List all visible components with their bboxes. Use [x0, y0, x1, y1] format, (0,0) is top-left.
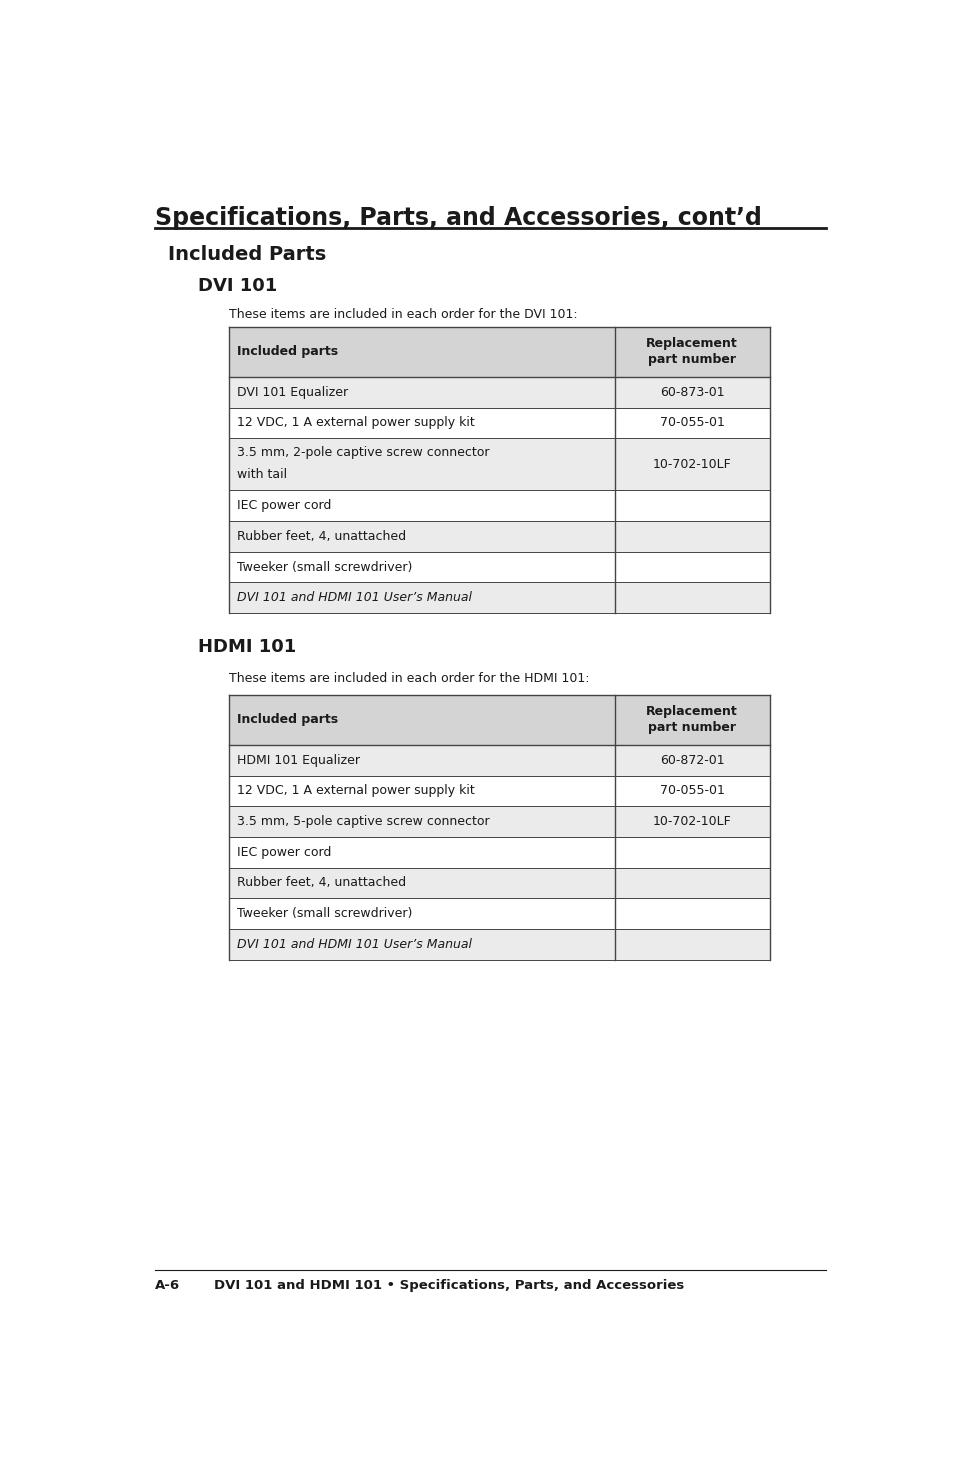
Text: A-6: A-6 — [154, 1279, 180, 1292]
Bar — [229, 807, 769, 836]
Bar — [229, 745, 769, 776]
Text: 70-055-01: 70-055-01 — [659, 416, 724, 429]
Bar — [229, 552, 769, 583]
Bar — [229, 327, 769, 378]
Text: HDMI 101: HDMI 101 — [197, 639, 295, 656]
Text: DVI 101 Equalizer: DVI 101 Equalizer — [236, 386, 348, 398]
Text: Included parts: Included parts — [236, 345, 337, 358]
Text: 10-702-10LF: 10-702-10LF — [652, 816, 731, 827]
Text: Tweeker (small screwdriver): Tweeker (small screwdriver) — [236, 560, 412, 574]
Bar — [229, 438, 769, 491]
Text: Rubber feet, 4, unattached: Rubber feet, 4, unattached — [236, 876, 406, 889]
Bar — [229, 776, 769, 807]
Text: Included parts: Included parts — [236, 714, 337, 726]
Text: Specifications, Parts, and Accessories, cont’d: Specifications, Parts, and Accessories, … — [154, 207, 760, 230]
Text: 3.5 mm, 5-pole captive screw connector: 3.5 mm, 5-pole captive screw connector — [236, 816, 489, 827]
Text: with tail: with tail — [236, 468, 287, 481]
Bar — [229, 929, 769, 960]
Text: DVI 101: DVI 101 — [197, 277, 276, 295]
Bar — [229, 378, 769, 407]
Text: These items are included in each order for the DVI 101:: These items are included in each order f… — [229, 308, 577, 320]
Text: DVI 101 and HDMI 101 • Specifications, Parts, and Accessories: DVI 101 and HDMI 101 • Specifications, P… — [213, 1279, 683, 1292]
Text: 10-702-10LF: 10-702-10LF — [652, 457, 731, 471]
Text: HDMI 101 Equalizer: HDMI 101 Equalizer — [236, 754, 359, 767]
Text: Included Parts: Included Parts — [168, 245, 326, 264]
Text: Tweeker (small screwdriver): Tweeker (small screwdriver) — [236, 907, 412, 920]
Text: IEC power cord: IEC power cord — [236, 845, 331, 858]
Text: 70-055-01: 70-055-01 — [659, 785, 724, 798]
Text: IEC power cord: IEC power cord — [236, 500, 331, 512]
Bar — [229, 867, 769, 898]
Bar — [229, 583, 769, 614]
Text: DVI 101 and HDMI 101 User’s Manual: DVI 101 and HDMI 101 User’s Manual — [236, 591, 472, 605]
Bar — [229, 898, 769, 929]
Text: DVI 101 and HDMI 101 User’s Manual: DVI 101 and HDMI 101 User’s Manual — [236, 938, 472, 951]
Bar — [229, 836, 769, 867]
Bar — [229, 491, 769, 521]
Text: 60-872-01: 60-872-01 — [659, 754, 723, 767]
Text: 12 VDC, 1 A external power supply kit: 12 VDC, 1 A external power supply kit — [236, 416, 474, 429]
Text: Rubber feet, 4, unattached: Rubber feet, 4, unattached — [236, 530, 406, 543]
Bar — [229, 407, 769, 438]
Bar — [229, 695, 769, 745]
Text: These items are included in each order for the HDMI 101:: These items are included in each order f… — [229, 673, 589, 686]
Text: 60-873-01: 60-873-01 — [659, 386, 723, 398]
Text: 3.5 mm, 2-pole captive screw connector: 3.5 mm, 2-pole captive screw connector — [236, 447, 489, 459]
Bar — [229, 521, 769, 552]
Text: 12 VDC, 1 A external power supply kit: 12 VDC, 1 A external power supply kit — [236, 785, 474, 798]
Text: Replacement
part number: Replacement part number — [646, 705, 738, 735]
Text: Replacement
part number: Replacement part number — [646, 338, 738, 366]
